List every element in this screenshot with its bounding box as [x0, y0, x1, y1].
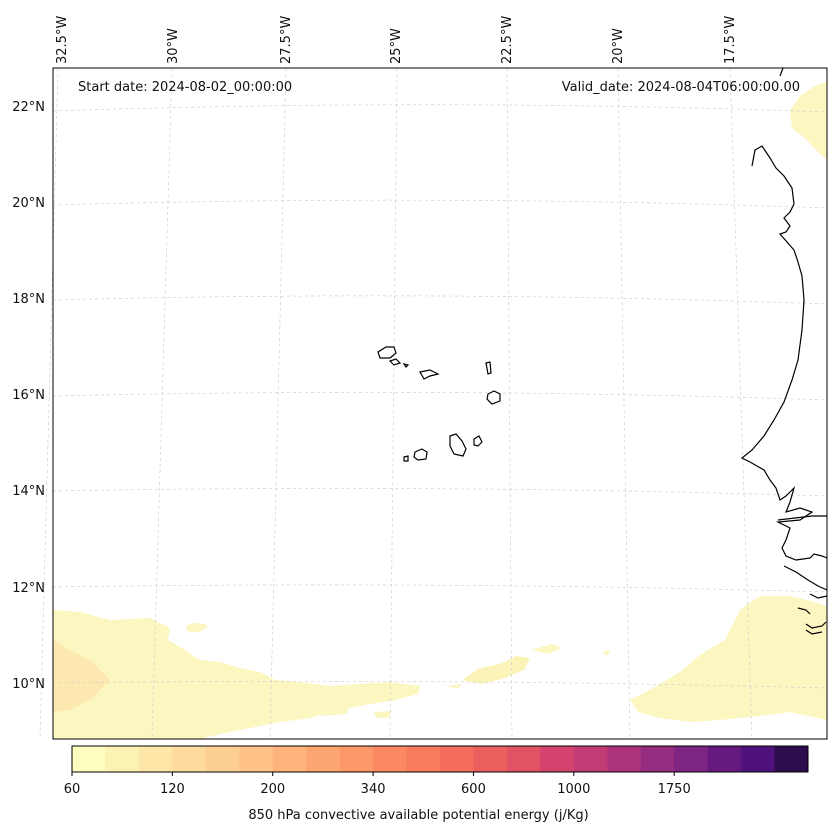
graticule-lon-30: [151, 67, 173, 740]
colorbar-title: 850 hPa convective available potential e…: [248, 808, 589, 823]
graticule-lat-18: [52, 295, 828, 305]
cape-field-central-2: [532, 644, 562, 654]
coastline-guinea-bissau: [783, 565, 828, 635]
cape-field-patch-1: [186, 623, 208, 633]
colorbar-segment: [138, 746, 173, 772]
colorbar-segment: [573, 746, 608, 772]
colorbar-segment: [506, 746, 541, 772]
colorbar-tick-label: 200: [260, 782, 285, 797]
lon-label-25w: 25°W: [389, 28, 404, 64]
colorbar-frame: [71, 745, 809, 773]
colorbar-segment: [239, 746, 274, 772]
graticule-lon-20: [617, 67, 631, 740]
colorbar-segment: [306, 746, 341, 772]
colorbar-tick-label: 120: [160, 782, 185, 797]
colorbar-segment: [105, 746, 140, 772]
colorbar-segment: [473, 746, 508, 772]
coastline-senegal-interior: [777, 515, 827, 521]
graticule-lon-32-5: [39, 67, 59, 740]
colorbar-segment: [406, 746, 441, 772]
graticule-lat-14: [52, 488, 828, 497]
lat-label-22n: 22°N: [12, 100, 45, 115]
colorbar-segment: [774, 746, 809, 772]
colorbar-tick-label: 1750: [658, 782, 691, 797]
lon-label-22-5w: 22.5°W: [500, 16, 515, 64]
island-maio: [473, 435, 483, 447]
colorbar-segment: [674, 746, 709, 772]
colorbar-ticks: 60 120 200 340 600 1000 1750: [64, 772, 691, 797]
cape-field-southeast: [630, 596, 827, 739]
lat-label-16n: 16°N: [12, 388, 45, 403]
colorbar-tick-label: 340: [361, 782, 386, 797]
colorbar-segment: [707, 746, 742, 772]
lat-label-10n: 10°N: [12, 677, 45, 692]
graticule: [39, 67, 828, 740]
colorbar-segment: [272, 746, 307, 772]
island-santa-luzia: [402, 363, 410, 368]
island-sao-nicolau: [419, 369, 440, 380]
lon-label-32-5w: 32.5°W: [55, 16, 70, 64]
cape-field-patch-3: [374, 711, 392, 718]
colorbar-segment: [640, 746, 675, 772]
lon-labels: 32.5°W 30°W 27.5°W 25°W 22.5°W 20°W 17.5…: [55, 16, 738, 64]
island-sao-vicente: [388, 358, 402, 366]
cape-verde-islands: [377, 346, 501, 462]
lat-label-12n: 12°N: [12, 581, 45, 596]
island-brava: [403, 455, 409, 462]
island-boa-vista: [486, 390, 501, 405]
graticule-lat-22: [52, 104, 828, 113]
graticule-lon-22-5: [506, 67, 513, 740]
graticule-lat-16: [52, 391, 828, 401]
cape-field-southwest-core: [53, 640, 110, 712]
colorbar-segment: [741, 746, 776, 772]
colorbar-segment: [339, 746, 374, 772]
cape-field-central-4: [602, 650, 610, 656]
graticule-lat-12: [52, 584, 828, 593]
colorbar-segment: [205, 746, 240, 772]
colorbar-tick-label: 1000: [557, 782, 590, 797]
graticule-lat-20: [52, 199, 828, 209]
colorbar: [71, 745, 809, 773]
graticule-lon-25: [389, 67, 398, 740]
island-fogo: [413, 448, 428, 461]
lon-label-30w: 30°W: [166, 28, 181, 64]
island-santiago: [449, 433, 467, 457]
lon-label-17-5w: 17.5°W: [723, 16, 738, 64]
map-background: [53, 68, 827, 739]
cape-field-layer: [53, 82, 827, 739]
start-date-label: Start date: 2024-08-02_00:00:00: [78, 80, 292, 95]
lon-label-20w: 20°W: [611, 28, 626, 64]
island-sal: [485, 361, 492, 375]
west-africa-coastline: [740, 67, 828, 561]
cape-field-northeast: [790, 82, 827, 160]
lon-label-27-5w: 27.5°W: [279, 16, 294, 64]
colorbar-tick-label: 600: [461, 782, 486, 797]
cape-field-patch-2: [320, 706, 350, 716]
graticule-lon-27-5: [269, 67, 287, 740]
graticule-lat-10: [52, 680, 828, 689]
colorbar-tick-label: 60: [64, 782, 81, 797]
cape-field-central-3: [448, 684, 462, 689]
lat-label-20n: 20°N: [12, 196, 45, 211]
cape-field-central-1: [462, 656, 530, 684]
lat-label-14n: 14°N: [12, 484, 45, 499]
colorbar-segment: [540, 746, 575, 772]
map-frame: [52, 67, 828, 740]
colorbar-segment: [373, 746, 408, 772]
colorbar-segment: [440, 746, 474, 772]
colorbar-segment: [607, 746, 642, 772]
lat-label-18n: 18°N: [12, 292, 45, 307]
valid-date-label: Valid_date: 2024-08-04T06:00:00.00: [562, 80, 800, 95]
graticule-lon-17-5: [729, 67, 753, 740]
colorbar-segment: [172, 746, 207, 772]
island-santo-antao: [377, 346, 397, 359]
lat-labels: 22°N 20°N 18°N 16°N 14°N 12°N 10°N: [12, 100, 45, 692]
colorbar-segment: [72, 746, 106, 772]
